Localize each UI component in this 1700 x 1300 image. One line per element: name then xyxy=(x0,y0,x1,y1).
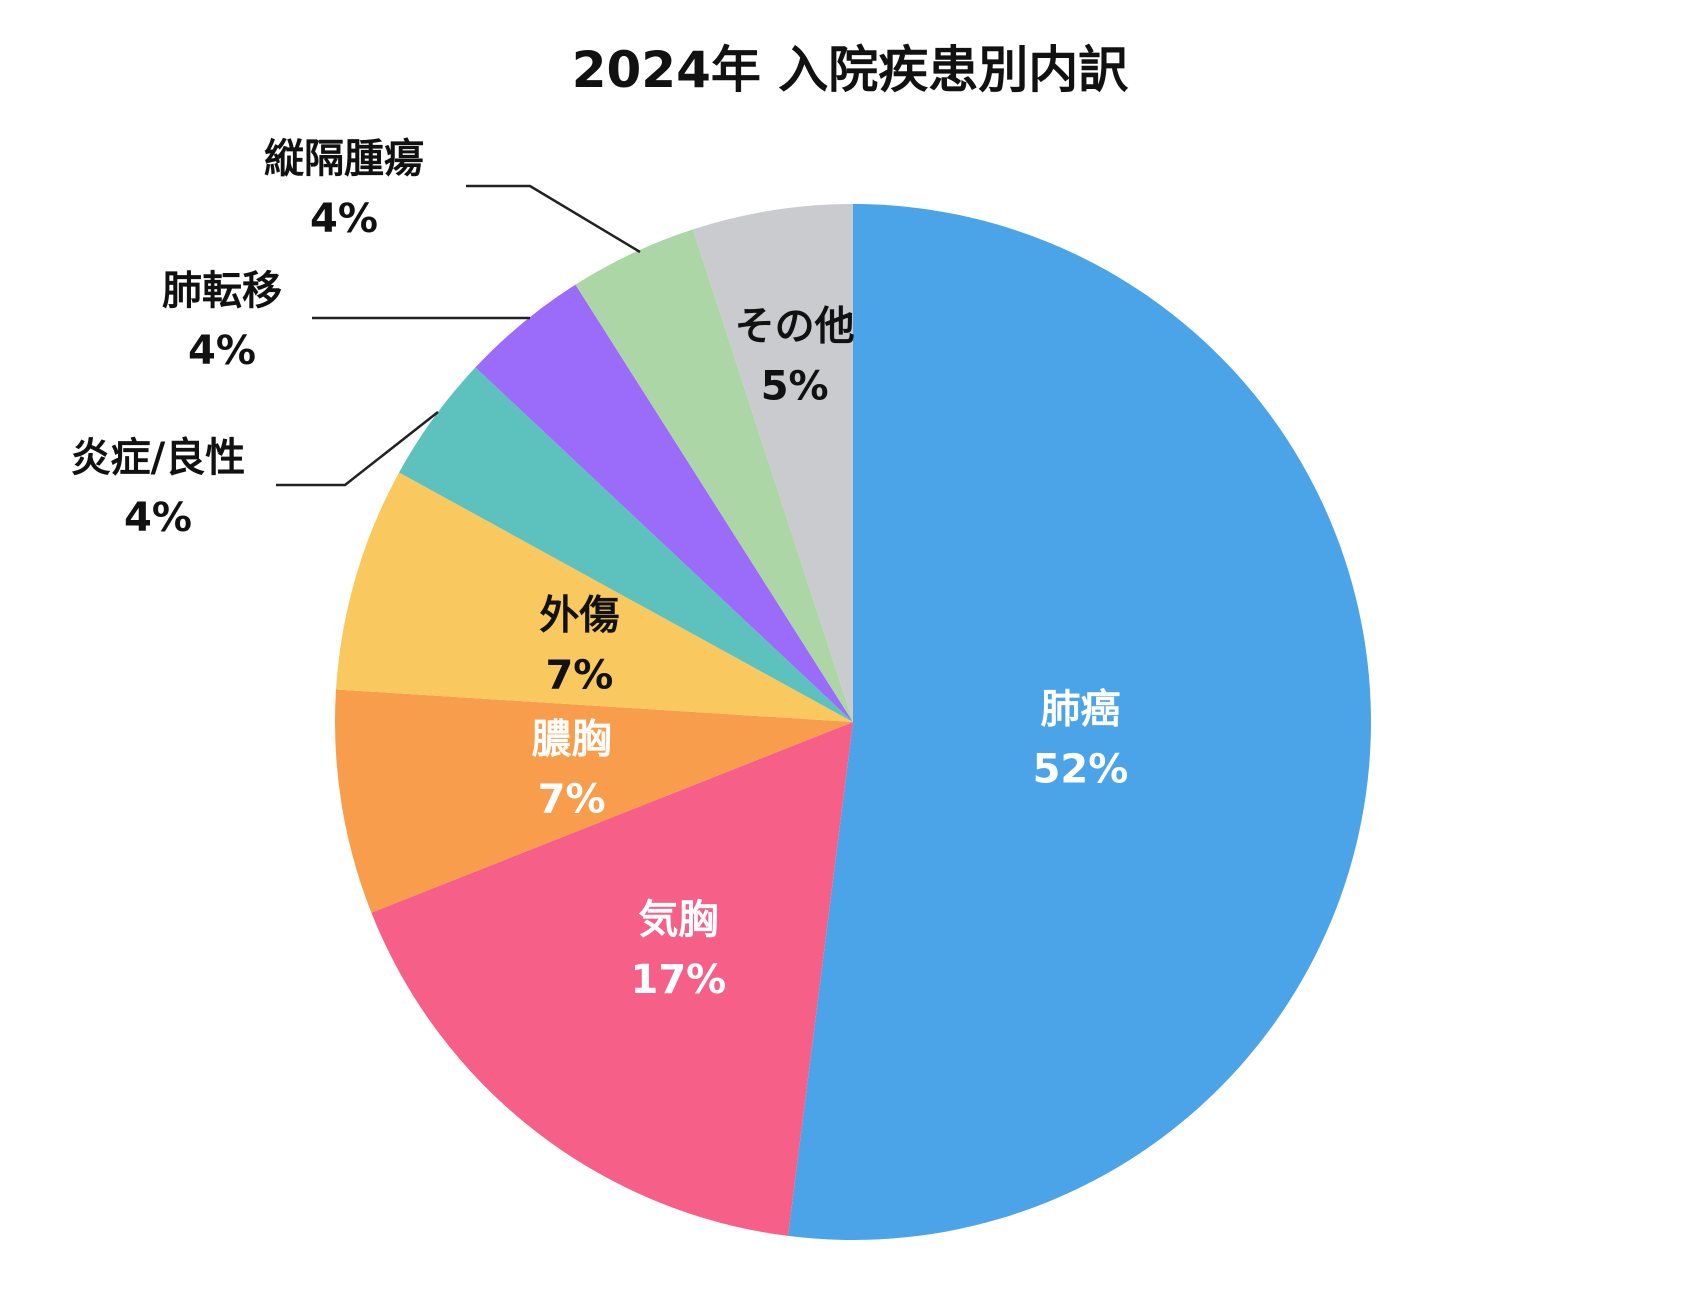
pie-slice-6 xyxy=(575,229,853,722)
leader-line-4 xyxy=(276,411,439,487)
slice-labels: 肺癌 52% 気胸 17% 膿胸 7% 外傷 7% 炎症/良性 4% 肺転移 4% 縦隔腫瘍 4% その他 5… xyxy=(71,136,1129,1003)
slice-value-label-7: 5% xyxy=(761,364,829,410)
leader-line-6 xyxy=(466,184,641,254)
slice-label-4: 炎症/良性 xyxy=(71,435,246,481)
pie-slice-7 xyxy=(692,204,853,722)
slice-label-6: 縦隔腫瘍 xyxy=(264,136,424,182)
slice-value-label-1: 17% xyxy=(631,957,727,1003)
slice-value-label-0: 52% xyxy=(1033,746,1129,792)
leader-lines xyxy=(276,184,641,487)
pie-slice-1 xyxy=(371,722,853,1236)
slice-value-label-3: 7% xyxy=(545,653,613,699)
pie-slice-0 xyxy=(788,204,1371,1240)
slice-value-label-6: 4% xyxy=(310,196,378,242)
slice-label-7: その他 xyxy=(735,304,855,350)
slice-value-label-4: 4% xyxy=(124,495,192,541)
slice-label-1: 気胸 xyxy=(638,897,718,943)
slice-label-2: 膿胸 xyxy=(532,717,612,763)
chart-title: 2024年 入院疾患別内訳 xyxy=(571,41,1129,99)
pie-slices xyxy=(334,204,1371,1240)
pie-slice-4 xyxy=(399,367,853,722)
slice-label-3: 外傷 xyxy=(539,593,619,639)
pie-slice-2 xyxy=(334,689,853,913)
pie-slice-5 xyxy=(475,284,853,722)
slice-value-label-2: 7% xyxy=(538,777,606,823)
pie-slice-3 xyxy=(336,472,853,722)
slice-label-0: 肺癌 xyxy=(1040,686,1120,732)
slice-label-5: 肺転移 xyxy=(162,268,282,314)
slice-value-label-5: 4% xyxy=(188,328,256,374)
